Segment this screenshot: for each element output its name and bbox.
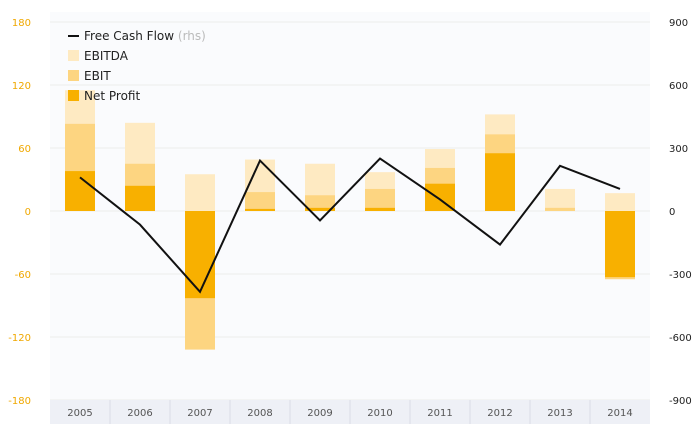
bar-net-profit <box>245 208 275 211</box>
legend-swatch <box>68 50 79 61</box>
legend: Free Cash Flow (rhs) EBITDA EBIT Net Profit <box>68 29 206 103</box>
bar-ebitda <box>185 174 215 211</box>
right-tick-label: 900 <box>669 18 688 29</box>
legend-label: EBITDA <box>84 49 129 63</box>
x-tick-label: 2005 <box>67 408 92 419</box>
right-tick-label: -300 <box>669 270 692 281</box>
free-cash-flow-line <box>79 157 621 294</box>
bar-ebit <box>365 188 395 211</box>
x-tick-label: 2013 <box>547 408 572 419</box>
right-tick-label: 600 <box>669 81 688 92</box>
bar-net-profit <box>485 153 515 211</box>
bar-ebitda <box>545 188 575 211</box>
right-axis-ticks: 900 600 300 0 -300 -600 -900 <box>669 18 692 407</box>
left-axis-ticks: 180 120 60 0 -60 -120 -180 <box>8 18 31 407</box>
x-axis-ticks: 2005 2006 2007 2008 2009 2010 2011 2012 2013 2014 <box>67 400 633 424</box>
x-tick-label: 2008 <box>247 408 272 419</box>
right-tick-label: -600 <box>669 333 692 344</box>
bar-net-profit <box>365 207 395 211</box>
bar-net-profit <box>185 211 215 299</box>
x-tick-label: 2007 <box>187 408 212 419</box>
bar-net-profit <box>65 171 95 211</box>
bar-net-profit <box>605 211 635 278</box>
left-tick-label: 0 <box>25 207 31 218</box>
bar-net-profit <box>125 185 155 211</box>
right-tick-label: 300 <box>669 144 688 155</box>
right-tick-label: 0 <box>669 207 675 218</box>
left-tick-label: 120 <box>12 81 31 92</box>
x-tick-label: 2014 <box>607 408 632 419</box>
legend-label: Free Cash Flow (rhs) <box>84 29 206 43</box>
right-tick-label: -900 <box>669 396 692 407</box>
bars <box>65 90 635 350</box>
x-tick-label: 2011 <box>427 408 452 419</box>
bar-net-profit <box>305 207 335 211</box>
x-tick-label: 2010 <box>367 408 392 419</box>
legend-label: Net Profit <box>84 89 140 103</box>
bar-ebit <box>245 192 275 211</box>
bar-ebit <box>305 195 335 211</box>
legend-swatch <box>68 70 79 81</box>
x-tick-label: 2012 <box>487 408 512 419</box>
left-tick-label: 180 <box>12 18 31 29</box>
line-free-cash-flow <box>79 157 621 294</box>
x-tick-label: 2006 <box>127 408 152 419</box>
x-tick-label: 2009 <box>307 408 332 419</box>
left-tick-label: -120 <box>8 333 31 344</box>
legend-swatch <box>68 90 79 101</box>
left-tick-label: -180 <box>8 396 31 407</box>
bar-ebit <box>545 207 575 211</box>
bar-ebitda <box>605 193 635 211</box>
left-tick-label: -60 <box>15 270 31 281</box>
left-tick-label: 60 <box>18 144 31 155</box>
legend-label: EBIT <box>84 69 111 83</box>
